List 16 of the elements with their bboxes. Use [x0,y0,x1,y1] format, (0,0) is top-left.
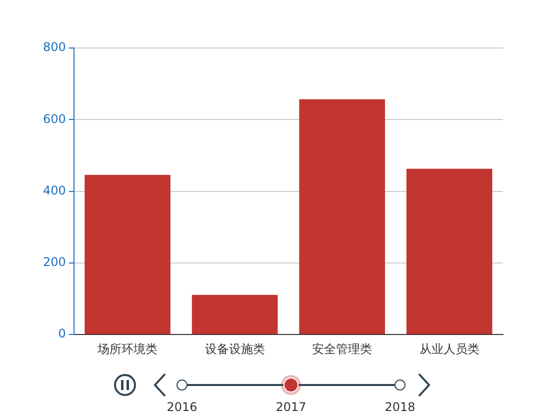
x-tick-label: 场所环境类 [96,342,158,356]
y-tick-label: 800 [43,40,66,54]
text: 2016 [166,400,198,414]
y-tick-label: 200 [43,255,66,270]
x-tick-label: 安全管理类 [312,342,372,356]
y-tick-label: 0 [58,326,66,341]
bar [299,99,385,334]
x-tick-label: 设备设施类 [204,342,265,356]
bar [406,168,492,334]
bar [84,174,170,334]
y-tick-label: 600 [43,112,66,126]
bar [192,294,278,334]
x-tick-label: 从业人员类 [419,342,480,356]
y-tick-label: 400 [43,183,66,198]
text: 2018 [384,400,416,414]
text: 2017 [274,400,308,414]
